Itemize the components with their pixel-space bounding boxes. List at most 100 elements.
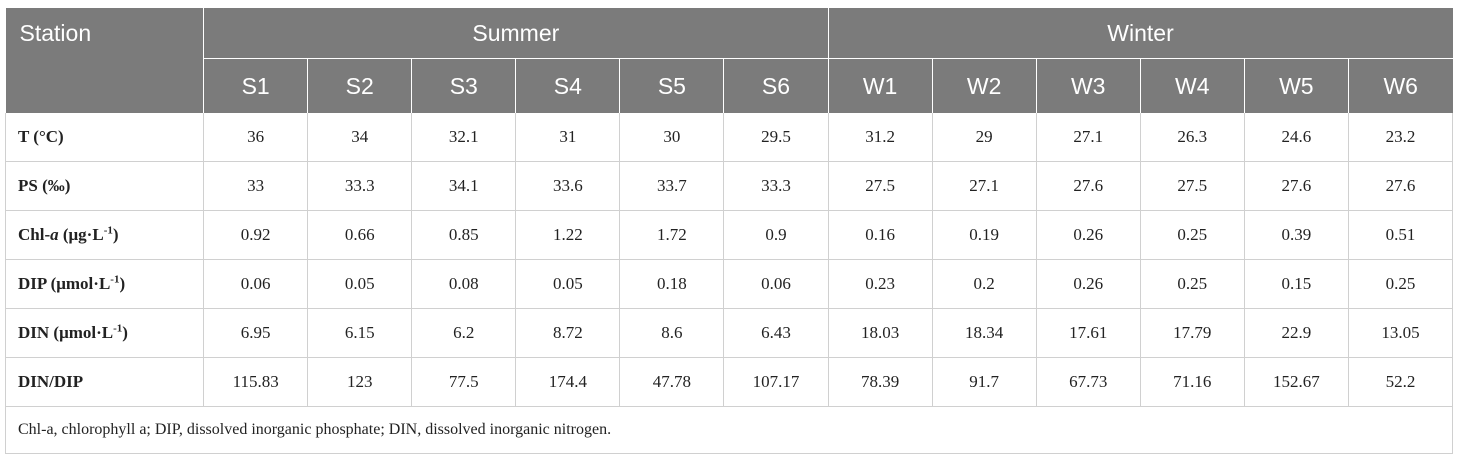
row-label-superscript: -1 [103, 224, 113, 237]
table-cell: 17.61 [1036, 308, 1141, 358]
station-column-header: W4 [1140, 58, 1245, 113]
table-cell: 31 [515, 113, 621, 162]
table-cell: 0.05 [307, 259, 413, 309]
row-label-unit: (μg·L [58, 225, 104, 244]
row-label-end: ) [119, 274, 126, 293]
table-cell: 78.39 [828, 357, 933, 407]
station-column-header: W3 [1036, 58, 1141, 113]
table-cell: 152.67 [1244, 357, 1349, 407]
table-cell: 33.6 [515, 161, 621, 211]
table-cell: 47.78 [619, 357, 725, 407]
station-column-header: S6 [723, 58, 829, 113]
table-cell: 0.15 [1244, 259, 1349, 309]
station-column-header: W6 [1348, 58, 1453, 113]
table-row: DIN (μmol·L-1) 6.95 6.15 6.2 8.72 8.6 6.43 18.0… [4, 308, 1454, 358]
table-cell: 33.3 [723, 161, 829, 211]
table-cell: 0.39 [1244, 210, 1349, 260]
table-cell: 8.6 [619, 308, 725, 358]
station-column-header: S4 [515, 58, 621, 113]
table-cell: 34 [307, 113, 413, 162]
table-cell: 34.1 [411, 161, 517, 211]
station-header: Station [5, 8, 205, 113]
table-cell: 0.2 [932, 259, 1037, 309]
row-label-end: ) [122, 323, 128, 342]
table-cell: 6.2 [411, 308, 517, 358]
station-column-header: W1 [828, 58, 933, 113]
table-row: T (°C) 36 34 32.1 31 30 29.5 31.2 29 27.1 26.3 24.6… [4, 113, 1454, 162]
table-cell: 0.92 [203, 210, 309, 260]
table-cell: 29.5 [723, 113, 829, 162]
data-table-container: Station Summer Winter S1 S2 S3 S4 S5 S6 … [4, 8, 1454, 454]
row-label: Chl-a (μg·L-1) [4, 210, 205, 260]
table-cell: 0.16 [828, 210, 933, 260]
row-label: DIN (μmol·L-1) [4, 308, 205, 358]
row-label-end: ) [112, 225, 119, 244]
table-cell: 0.9 [723, 210, 829, 260]
row-label: T (°C) [4, 113, 205, 162]
table-cell: 27.5 [828, 161, 933, 211]
winter-header: Winter [828, 8, 1453, 59]
row-label-main: PS (‰) [18, 176, 71, 195]
station-column-header: S2 [307, 58, 413, 113]
table-cell: 0.51 [1348, 210, 1454, 260]
data-table: Station Summer Winter S1 S2 S3 S4 S5 S6 … [4, 8, 1454, 454]
table-cell: 0.25 [1140, 259, 1245, 309]
table-cell: 24.6 [1244, 113, 1349, 162]
row-label-italic: a [50, 225, 59, 244]
table-cell: 0.08 [411, 259, 517, 309]
table-row: DIN/DIP 115.83 123 77.5 174.4 47.78 107.17 78.3… [4, 357, 1454, 407]
table-cell: 91.7 [932, 357, 1037, 407]
table-cell: 1.72 [619, 210, 725, 260]
table-cell: 17.79 [1140, 308, 1245, 358]
table-cell: 71.16 [1140, 357, 1245, 407]
table-cell: 0.19 [932, 210, 1037, 260]
footnote-row: Chl-a, chlorophyll a; DIP, dissolved ino… [5, 406, 1453, 454]
table-cell: 0.05 [515, 259, 621, 309]
table-cell: 1.22 [515, 210, 621, 260]
table-cell: 31.2 [828, 113, 933, 162]
table-cell: 0.66 [307, 210, 413, 260]
table-cell: 67.73 [1036, 357, 1141, 407]
table-cell: 0.85 [411, 210, 517, 260]
table-cell: 33 [203, 161, 309, 211]
row-label-main: DIP [18, 274, 47, 293]
table-cell: 27.1 [1036, 113, 1141, 162]
table-cell: 33.7 [619, 161, 725, 211]
station-column-header: S3 [411, 58, 517, 113]
station-column-header: S5 [619, 58, 725, 113]
table-cell: 0.06 [723, 259, 829, 309]
row-label-main: Chl- [18, 225, 51, 244]
table-cell: 18.34 [932, 308, 1037, 358]
table-cell: 0.18 [619, 259, 725, 309]
table-cell: 6.15 [307, 308, 413, 358]
table-cell: 18.03 [828, 308, 933, 358]
table-cell: 30 [619, 113, 725, 162]
table-cell: 27.6 [1036, 161, 1141, 211]
table-cell: 36 [203, 113, 309, 162]
table-cell: 123 [307, 357, 413, 407]
row-label-main: DIN/DIP [18, 372, 84, 391]
station-column-header: W2 [932, 58, 1037, 113]
table-cell: 6.95 [203, 308, 309, 358]
table-row: DIP (μmol·L-1) 0.06 0.05 0.08 0.05 0.18 0.06 0.… [4, 259, 1454, 309]
footnote: Chl-a, chlorophyll a; DIP, dissolved ino… [5, 406, 1453, 454]
table-cell: 33.3 [307, 161, 413, 211]
table-row: PS (‰) 33 33.3 34.1 33.6 33.7 33.3 27.5 27.1 27.6… [4, 161, 1454, 211]
table-cell: 23.2 [1348, 113, 1454, 162]
table-cell: 27.1 [932, 161, 1037, 211]
table-cell: 27.5 [1140, 161, 1245, 211]
table-cell: 26.3 [1140, 113, 1245, 162]
row-label-superscript: -1 [110, 273, 120, 286]
table-cell: 107.17 [723, 357, 829, 407]
table-cell: 22.9 [1244, 308, 1349, 358]
station-column-header: S1 [203, 58, 309, 113]
row-label-main: DIN [18, 323, 50, 342]
table-body: T (°C) 36 34 32.1 31 30 29.5 31.2 29 27.1 26.3 24.6… [4, 113, 1454, 407]
table-cell: 13.05 [1348, 308, 1454, 358]
table-cell: 0.26 [1036, 210, 1141, 260]
station-column-header: W5 [1244, 58, 1349, 113]
table-row: Chl-a (μg·L-1) 0.92 0.66 0.85 1.22 1.72 0.9 0.1… [4, 210, 1454, 260]
table-cell: 6.43 [723, 308, 829, 358]
table-cell: 174.4 [515, 357, 621, 407]
table-cell: 8.72 [515, 308, 621, 358]
